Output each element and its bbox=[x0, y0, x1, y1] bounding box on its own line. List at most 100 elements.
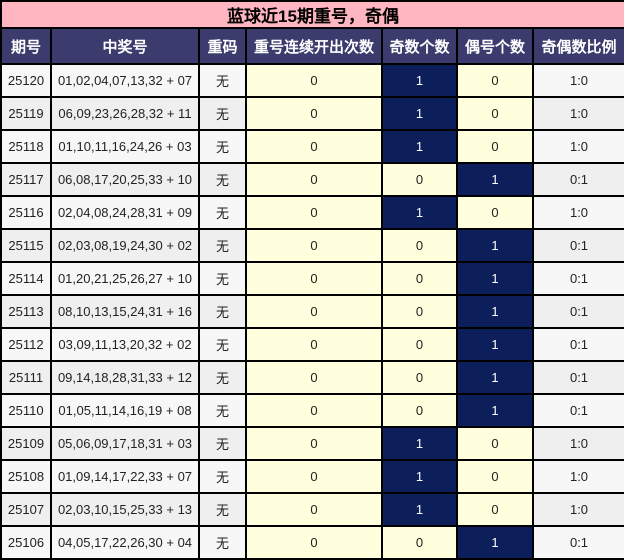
issue-cell: 25110 bbox=[0, 393, 52, 428]
repeat-count-cell: 0 bbox=[245, 360, 383, 395]
repeat-cell: 无 bbox=[198, 162, 247, 197]
numbers-cell: 01,10,11,16,24,26 + 03 bbox=[50, 129, 200, 164]
ratio-cell: 1:0 bbox=[531, 129, 624, 164]
even-count-cell: 0 bbox=[456, 129, 534, 164]
issue-cell: 25118 bbox=[0, 129, 52, 164]
even-count-cell: 1 bbox=[456, 393, 534, 428]
odd-count-cell: 1 bbox=[381, 426, 458, 461]
numbers-cell: 09,14,18,28,31,33 + 12 bbox=[50, 360, 200, 395]
table-row: 25116 02,04,08,24,28,31 + 09 无 0 1 0 1:0 bbox=[0, 195, 624, 230]
issue-cell: 25113 bbox=[0, 294, 52, 329]
ratio-cell: 0:1 bbox=[531, 162, 624, 197]
odd-count-cell: 1 bbox=[381, 129, 458, 164]
repeat-cell: 无 bbox=[198, 261, 247, 296]
repeat-cell: 无 bbox=[198, 129, 247, 164]
even-count-cell: 1 bbox=[456, 294, 534, 329]
even-count-cell: 0 bbox=[456, 492, 534, 527]
numbers-cell: 02,03,10,15,25,33 + 13 bbox=[50, 492, 200, 527]
ratio-cell: 0:1 bbox=[531, 261, 624, 296]
numbers-cell: 06,08,17,20,25,33 + 10 bbox=[50, 162, 200, 197]
column-header: 中奖号 bbox=[50, 27, 200, 65]
repeat-count-cell: 0 bbox=[245, 261, 383, 296]
column-header: 奇数个数 bbox=[381, 27, 458, 65]
even-count-cell: 0 bbox=[456, 96, 534, 131]
issue-cell: 25117 bbox=[0, 162, 52, 197]
issue-cell: 25115 bbox=[0, 228, 52, 263]
issue-cell: 25111 bbox=[0, 360, 52, 395]
issue-cell: 25109 bbox=[0, 426, 52, 461]
repeat-cell: 无 bbox=[198, 492, 247, 527]
table-row: 25108 01,09,14,17,22,33 + 07 无 0 1 0 1:0 bbox=[0, 459, 624, 494]
repeat-cell: 无 bbox=[198, 360, 247, 395]
repeat-cell: 无 bbox=[198, 426, 247, 461]
repeat-cell: 无 bbox=[198, 393, 247, 428]
odd-count-cell: 0 bbox=[381, 294, 458, 329]
even-count-cell: 1 bbox=[456, 162, 534, 197]
numbers-cell: 01,09,14,17,22,33 + 07 bbox=[50, 459, 200, 494]
numbers-cell: 02,04,08,24,28,31 + 09 bbox=[50, 195, 200, 230]
odd-count-cell: 0 bbox=[381, 327, 458, 362]
even-count-cell: 0 bbox=[456, 426, 534, 461]
even-count-cell: 1 bbox=[456, 261, 534, 296]
odd-count-cell: 1 bbox=[381, 459, 458, 494]
repeat-cell: 无 bbox=[198, 195, 247, 230]
repeat-cell: 无 bbox=[198, 327, 247, 362]
repeat-count-cell: 0 bbox=[245, 129, 383, 164]
table-row: 25112 03,09,11,13,20,32 + 02 无 0 0 1 0:1 bbox=[0, 327, 624, 362]
odd-count-cell: 1 bbox=[381, 63, 458, 98]
issue-cell: 25106 bbox=[0, 525, 52, 560]
table-row: 25120 01,02,04,07,13,32 + 07 无 0 1 0 1:0 bbox=[0, 63, 624, 98]
even-count-cell: 0 bbox=[456, 459, 534, 494]
repeat-count-cell: 0 bbox=[245, 426, 383, 461]
numbers-cell: 03,09,11,13,20,32 + 02 bbox=[50, 327, 200, 362]
table-title: 蓝球近15期重号，奇偶 bbox=[0, 0, 624, 29]
even-count-cell: 1 bbox=[456, 525, 534, 560]
ratio-cell: 0:1 bbox=[531, 393, 624, 428]
ratio-cell: 1:0 bbox=[531, 63, 624, 98]
numbers-cell: 01,05,11,14,16,19 + 08 bbox=[50, 393, 200, 428]
table-row: 25118 01,10,11,16,24,26 + 03 无 0 1 0 1:0 bbox=[0, 129, 624, 164]
table-row: 25115 02,03,08,19,24,30 + 02 无 0 0 1 0:1 bbox=[0, 228, 624, 263]
table-row: 25117 06,08,17,20,25,33 + 10 无 0 0 1 0:1 bbox=[0, 162, 624, 197]
odd-count-cell: 1 bbox=[381, 195, 458, 230]
repeat-count-cell: 0 bbox=[245, 492, 383, 527]
odd-count-cell: 0 bbox=[381, 162, 458, 197]
repeat-count-cell: 0 bbox=[245, 327, 383, 362]
even-count-cell: 1 bbox=[456, 327, 534, 362]
repeat-cell: 无 bbox=[198, 63, 247, 98]
repeat-cell: 无 bbox=[198, 459, 247, 494]
table-row: 25113 08,10,13,15,24,31 + 16 无 0 0 1 0:1 bbox=[0, 294, 624, 329]
issue-cell: 25116 bbox=[0, 195, 52, 230]
repeat-cell: 无 bbox=[198, 228, 247, 263]
column-header: 偶号个数 bbox=[456, 27, 534, 65]
table-row: 25111 09,14,18,28,31,33 + 12 无 0 0 1 0:1 bbox=[0, 360, 624, 395]
column-header: 重码 bbox=[198, 27, 247, 65]
ratio-cell: 1:0 bbox=[531, 195, 624, 230]
numbers-cell: 04,05,17,22,26,30 + 04 bbox=[50, 525, 200, 560]
numbers-cell: 01,02,04,07,13,32 + 07 bbox=[50, 63, 200, 98]
issue-cell: 25112 bbox=[0, 327, 52, 362]
ratio-cell: 1:0 bbox=[531, 96, 624, 131]
odd-count-cell: 1 bbox=[381, 96, 458, 131]
repeat-cell: 无 bbox=[198, 96, 247, 131]
ratio-cell: 1:0 bbox=[531, 459, 624, 494]
even-count-cell: 1 bbox=[456, 228, 534, 263]
odd-count-cell: 0 bbox=[381, 228, 458, 263]
issue-cell: 25120 bbox=[0, 63, 52, 98]
issue-cell: 25114 bbox=[0, 261, 52, 296]
odd-count-cell: 0 bbox=[381, 393, 458, 428]
even-count-cell: 1 bbox=[456, 360, 534, 395]
repeat-count-cell: 0 bbox=[245, 96, 383, 131]
even-count-cell: 0 bbox=[456, 63, 534, 98]
odd-count-cell: 1 bbox=[381, 492, 458, 527]
table-row: 25106 04,05,17,22,26,30 + 04 无 0 0 1 0:1 bbox=[0, 525, 624, 560]
issue-cell: 25107 bbox=[0, 492, 52, 527]
repeat-count-cell: 0 bbox=[245, 294, 383, 329]
issue-cell: 25108 bbox=[0, 459, 52, 494]
column-header: 期号 bbox=[0, 27, 52, 65]
numbers-cell: 06,09,23,26,28,32 + 11 bbox=[50, 96, 200, 131]
odd-count-cell: 0 bbox=[381, 261, 458, 296]
ratio-cell: 0:1 bbox=[531, 525, 624, 560]
column-header: 奇偶数比例 bbox=[531, 27, 624, 65]
